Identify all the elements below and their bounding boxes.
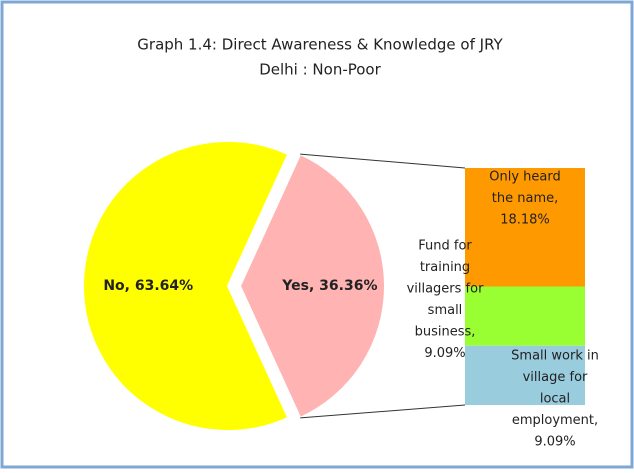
segment-label: 18.18% (500, 213, 550, 228)
segment-label: business, (415, 325, 476, 340)
bar-segment (465, 345, 585, 405)
chart-subtitle: Delhi : Non-Poor (259, 61, 381, 79)
connector-line (300, 153, 466, 169)
bar-segment (465, 286, 585, 346)
slice-label: No, 63.64% (103, 278, 193, 294)
segment-label: small (428, 303, 463, 318)
segment-label: employment, (512, 413, 598, 428)
segment-label: local (540, 392, 570, 407)
pie-slice (238, 152, 386, 420)
segment-label: villagers for (407, 282, 485, 297)
connector-line (300, 404, 466, 419)
chart-title: Graph 1.4: Direct Awareness & Knowledge … (137, 36, 503, 54)
segment-label: 9.09% (424, 346, 465, 361)
segment-label: the name, (492, 191, 558, 206)
bar-segment (465, 168, 585, 287)
segment-label: training (420, 260, 470, 275)
segment-label: Fund for (418, 239, 472, 254)
pie-slice (82, 140, 290, 432)
segment-label: village for (523, 370, 588, 385)
segment-label: Only heard (489, 170, 560, 185)
segment-label: Small work in (511, 349, 599, 364)
slice-label: Yes, 36.36% (281, 278, 377, 294)
segment-label: 9.09% (534, 435, 575, 450)
